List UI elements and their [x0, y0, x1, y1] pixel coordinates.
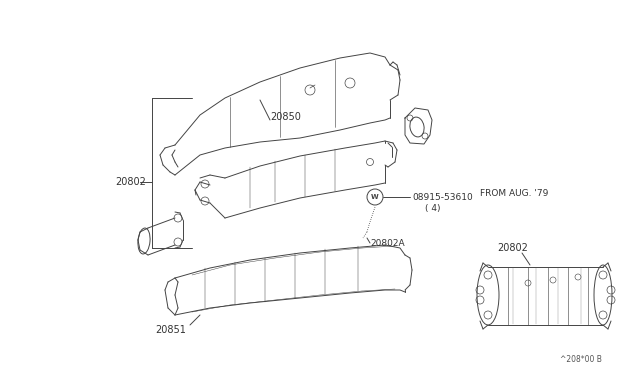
Text: FROM AUG. '79: FROM AUG. '79 [480, 189, 548, 198]
Text: ^208*00 B: ^208*00 B [560, 356, 602, 365]
Text: 20802: 20802 [115, 177, 146, 187]
Text: W: W [371, 194, 379, 200]
Text: ( 4): ( 4) [425, 203, 440, 212]
Text: 20851: 20851 [155, 325, 186, 335]
Text: 08915-53610: 08915-53610 [412, 192, 473, 202]
Circle shape [367, 189, 383, 205]
Text: 20850: 20850 [270, 112, 301, 122]
Text: 20802A: 20802A [370, 238, 404, 247]
Text: 20802: 20802 [497, 243, 528, 253]
